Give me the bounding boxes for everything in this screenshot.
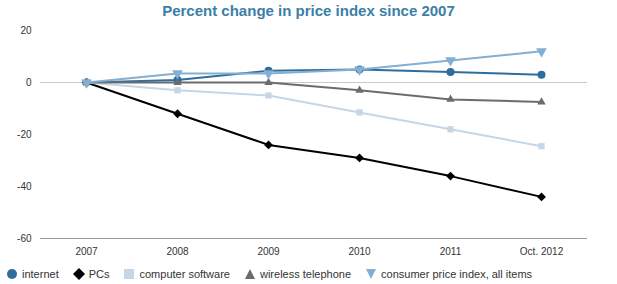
html-text:Percent change in price index: Percent change in price index since 2007	[162, 2, 455, 19]
html-text:consumer price index, all item: consumer price index, all items	[381, 268, 533, 280]
svg-text:2007: 2007	[75, 246, 98, 257]
html-text:computer software: computer software	[139, 268, 230, 280]
html-text:internet: internet	[22, 268, 59, 280]
html-text:wireless telephone: wireless telephone	[260, 268, 352, 280]
svg-text:-60: -60	[17, 233, 32, 244]
svg-text:Oct. 2012: Oct. 2012	[520, 246, 564, 257]
svg-text:0: 0	[26, 77, 32, 88]
svg-text:2010: 2010	[348, 246, 371, 257]
html-text:PCs: PCs	[88, 268, 110, 280]
svg-text:2011: 2011	[440, 246, 462, 257]
svg-text:-40: -40	[17, 181, 32, 192]
svg-text:2009: 2009	[257, 246, 280, 257]
svg-text:2008: 2008	[166, 246, 189, 257]
svg-text:-20: -20	[17, 129, 32, 140]
svg-text:20: 20	[20, 25, 32, 36]
